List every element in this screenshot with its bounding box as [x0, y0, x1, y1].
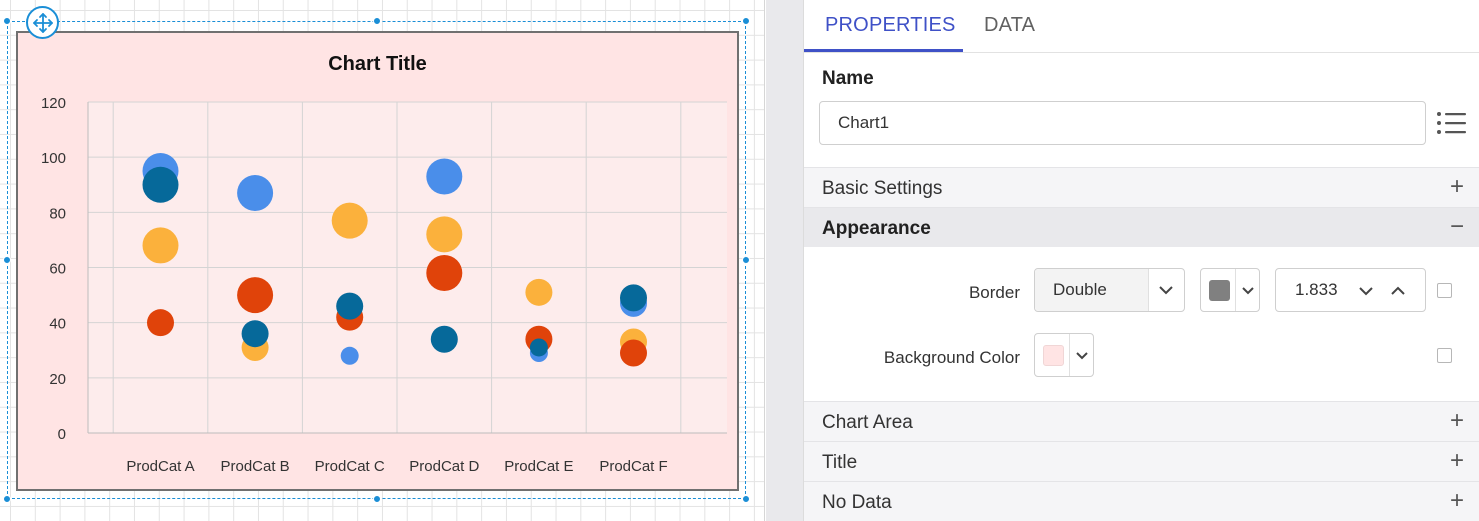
- selection-outline: [7, 21, 746, 499]
- y-tick-label: 0: [58, 426, 66, 443]
- section-chart-area-label: Chart Area: [822, 412, 913, 433]
- panel-splitter: [766, 0, 803, 521]
- bubble-point: [241, 320, 269, 348]
- bubble-point: [340, 346, 359, 365]
- plus-icon[interactable]: +: [1449, 487, 1464, 514]
- resize-handle-n[interactable]: [373, 17, 381, 25]
- section-basic-settings-label: Basic Settings: [822, 178, 943, 199]
- border-width-stepper[interactable]: 1.833: [1275, 268, 1426, 312]
- section-no-data-label: No Data: [822, 492, 892, 513]
- chevron-down-icon: [1148, 269, 1184, 311]
- chart-title: Chart Title: [328, 53, 427, 75]
- y-tick-label: 100: [41, 150, 66, 167]
- move-handle-icon[interactable]: [26, 6, 59, 39]
- resize-handle-w[interactable]: [3, 256, 11, 264]
- chevron-up-icon[interactable]: [1386, 281, 1410, 301]
- tab-properties[interactable]: PROPERTIES: [825, 14, 956, 36]
- background-color-label: Background Color: [883, 348, 1020, 367]
- x-tick-label: ProdCat B: [220, 458, 289, 475]
- chart-item[interactable]: Chart Title 0 20 40 60 80 100 120 ProdCat A Prod…: [16, 31, 739, 491]
- chart-plot: 0 20 40 60 80 100 120 ProdCat A ProdCat B ProdCat…: [41, 95, 727, 475]
- section-title-label: Title: [822, 452, 858, 473]
- plus-icon[interactable]: +: [1449, 447, 1464, 474]
- resize-handle-se[interactable]: [742, 495, 750, 503]
- border-color-swatch: [1209, 280, 1230, 301]
- x-tick-label: ProdCat E: [504, 458, 573, 475]
- bubble-point: [426, 158, 463, 195]
- appearance-body: Border Double 1.833 Background Color: [804, 247, 1479, 400]
- border-style-value: Double: [1035, 269, 1149, 311]
- chevron-down-icon[interactable]: [1354, 281, 1378, 301]
- plus-icon[interactable]: +: [1449, 173, 1464, 200]
- y-tick-label: 80: [49, 205, 66, 222]
- section-basic-settings[interactable]: Basic Settings +: [804, 167, 1479, 207]
- bubble-point: [142, 227, 179, 264]
- section-no-data[interactable]: No Data +: [804, 481, 1479, 521]
- resize-handle-sw[interactable]: [3, 495, 11, 503]
- border-label: Border: [968, 283, 1020, 302]
- y-tick-label: 20: [49, 371, 66, 388]
- tab-data[interactable]: DATA: [984, 14, 1036, 36]
- bubble-point: [142, 166, 179, 203]
- panel-tabs: PROPERTIES DATA: [804, 0, 1479, 53]
- background-color-picker[interactable]: [1034, 333, 1094, 377]
- plus-icon[interactable]: +: [1449, 407, 1464, 434]
- name-label: Name: [822, 68, 874, 89]
- x-tick-label: ProdCat F: [599, 458, 667, 475]
- bubble-point: [525, 278, 553, 306]
- border-style-dropdown[interactable]: Double: [1034, 268, 1185, 312]
- bubble-point: [237, 277, 274, 314]
- bubble-point: [620, 284, 647, 312]
- resize-handle-s[interactable]: [373, 495, 381, 503]
- chevron-down-icon: [1235, 269, 1259, 311]
- name-input[interactable]: [819, 101, 1426, 145]
- chevron-down-icon: [1069, 334, 1093, 376]
- bubble-point: [426, 255, 463, 292]
- minus-icon[interactable]: −: [1449, 213, 1464, 240]
- y-tick-label: 60: [49, 261, 66, 278]
- properties-panel: PROPERTIES DATA Name Basic Settings + Ap…: [803, 0, 1479, 521]
- section-chart-area[interactable]: Chart Area +: [804, 401, 1479, 441]
- y-tick-label: 40: [49, 316, 66, 333]
- resize-handle-nw[interactable]: [3, 17, 11, 25]
- bubble-point: [237, 175, 274, 212]
- design-canvas[interactable]: Chart Title 0 20 40 60 80 100 120 ProdCat A Prod…: [0, 0, 765, 521]
- active-tab-indicator: [804, 49, 963, 52]
- resize-handle-e[interactable]: [742, 256, 750, 264]
- x-tick-label: ProdCat D: [409, 458, 479, 475]
- y-tick-label: 120: [41, 95, 66, 112]
- bubble-point: [147, 309, 174, 337]
- border-color-picker[interactable]: [1200, 268, 1260, 312]
- list-icon[interactable]: [1434, 106, 1468, 140]
- section-appearance[interactable]: Appearance −: [804, 207, 1479, 247]
- bubble-point: [620, 339, 647, 367]
- x-tick-label: ProdCat C: [315, 458, 385, 475]
- bubble-point: [336, 292, 364, 320]
- section-title[interactable]: Title +: [804, 441, 1479, 481]
- bubble-point: [430, 325, 458, 353]
- border-width-value: 1.833: [1295, 280, 1338, 299]
- bubble-point: [331, 202, 368, 239]
- background-color-checkbox[interactable]: [1437, 348, 1452, 363]
- x-tick-label: ProdCat A: [126, 458, 194, 475]
- border-checkbox[interactable]: [1437, 283, 1452, 298]
- section-appearance-label: Appearance: [822, 218, 931, 239]
- bubble-point: [426, 216, 463, 253]
- bubble-point: [529, 338, 548, 357]
- background-color-swatch: [1043, 345, 1064, 366]
- resize-handle-ne[interactable]: [742, 17, 750, 25]
